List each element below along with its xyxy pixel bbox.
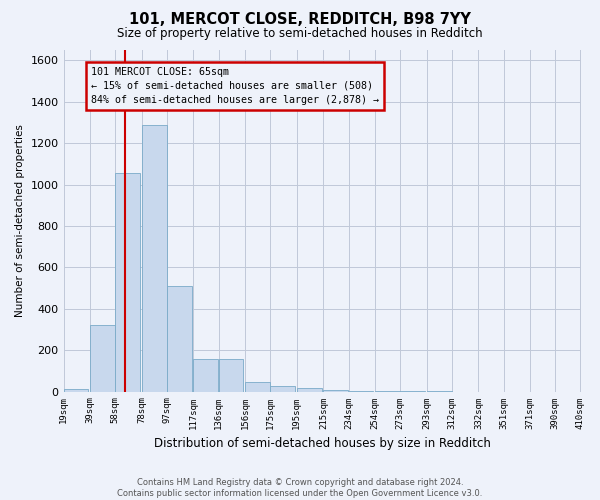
- Bar: [90, 326, 115, 392]
- Text: 101, MERCOT CLOSE, REDDITCH, B98 7YY: 101, MERCOT CLOSE, REDDITCH, B98 7YY: [129, 12, 471, 28]
- Text: Contains HM Land Registry data © Crown copyright and database right 2024.
Contai: Contains HM Land Registry data © Crown c…: [118, 478, 482, 498]
- Bar: [271, 386, 295, 392]
- Text: Size of property relative to semi-detached houses in Redditch: Size of property relative to semi-detach…: [117, 28, 483, 40]
- Text: 101 MERCOT CLOSE: 65sqm
← 15% of semi-detached houses are smaller (508)
84% of s: 101 MERCOT CLOSE: 65sqm ← 15% of semi-de…: [91, 66, 379, 104]
- Bar: [64, 390, 88, 392]
- X-axis label: Distribution of semi-detached houses by size in Redditch: Distribution of semi-detached houses by …: [154, 437, 490, 450]
- Bar: [142, 124, 167, 392]
- Bar: [218, 360, 244, 392]
- Bar: [323, 390, 348, 392]
- Bar: [115, 173, 140, 392]
- Bar: [245, 382, 270, 392]
- Bar: [193, 360, 218, 392]
- Bar: [167, 286, 192, 392]
- Bar: [349, 391, 373, 392]
- Y-axis label: Number of semi-detached properties: Number of semi-detached properties: [15, 124, 25, 317]
- Bar: [297, 388, 322, 392]
